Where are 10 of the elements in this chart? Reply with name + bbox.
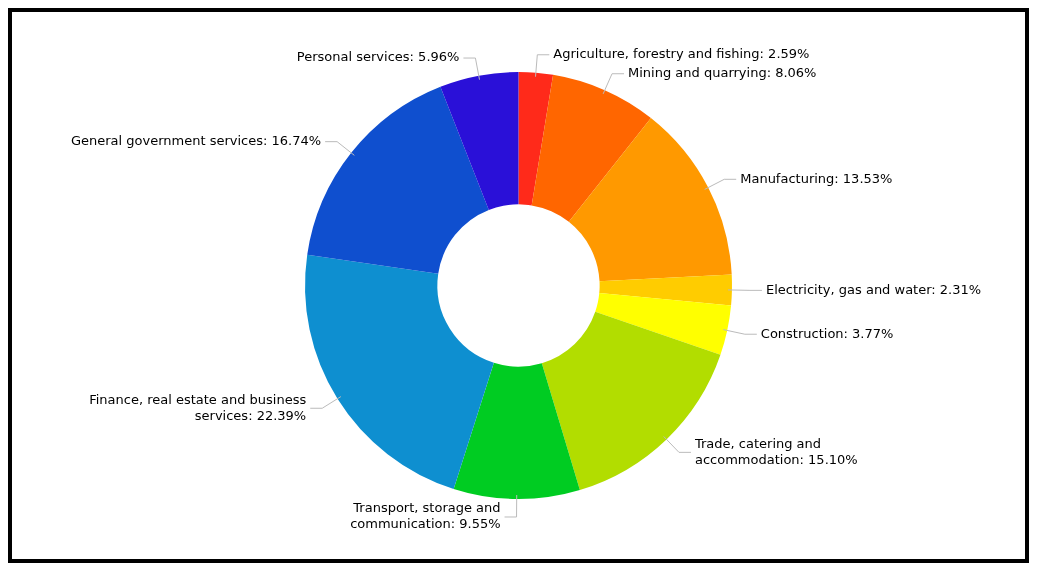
- slice-label: Mining and quarrying: 8.06%: [628, 65, 817, 81]
- slice-label: Trade, catering and accommodation: 15.10%: [693, 435, 858, 467]
- slice-label: Finance, real estate and business services: 22.39%: [89, 391, 307, 423]
- slice-label: Electricity, gas and water: 2.31%: [765, 281, 982, 297]
- slice-label: Transport, storage and communication: 9.55%: [350, 500, 501, 532]
- slice-label: General government services: 16.74%: [70, 133, 322, 149]
- slice-label: Manufacturing: 13.53%: [740, 170, 893, 186]
- slice-label: Personal services: 5.96%: [296, 49, 460, 65]
- slice-label: Construction: 3.77%: [760, 325, 894, 341]
- slice-label: Agriculture, forestry and fishing: 2.59%: [553, 46, 810, 62]
